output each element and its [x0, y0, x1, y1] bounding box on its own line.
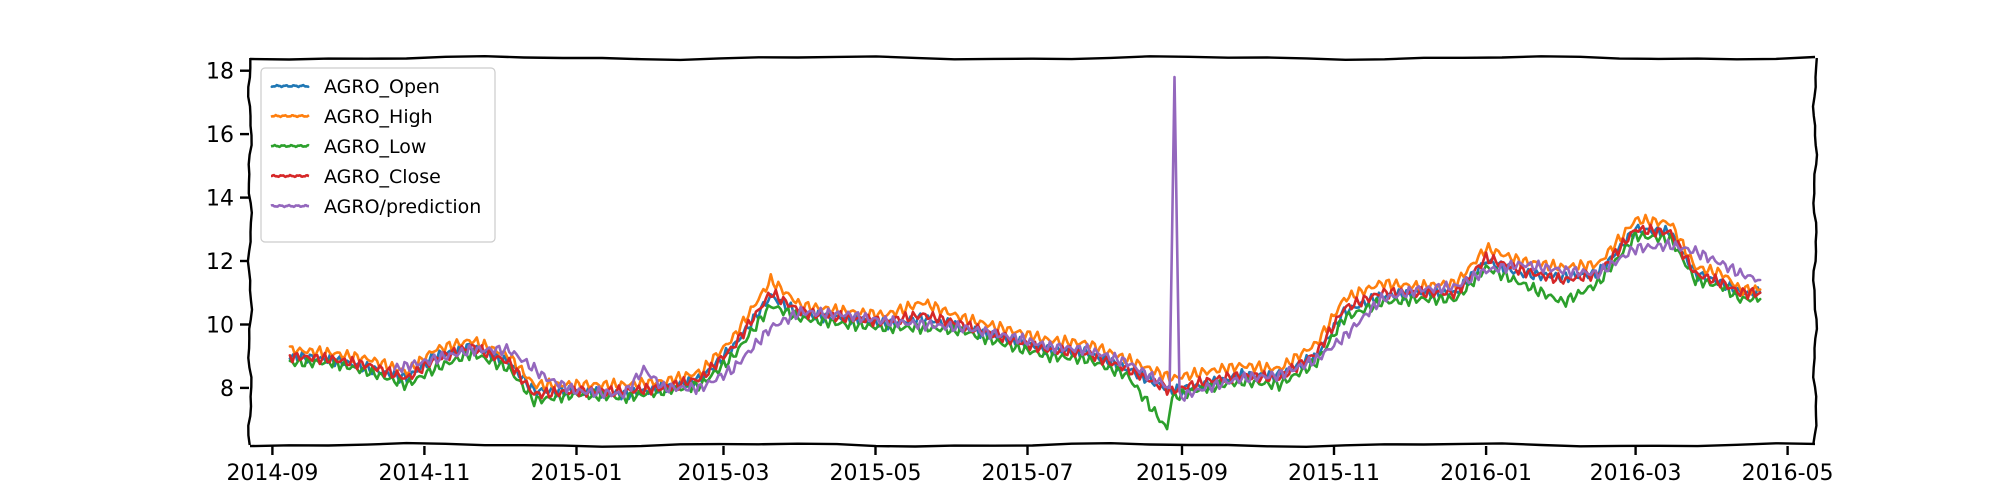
frame-top: [249, 54, 1816, 62]
legend-swatch: [270, 113, 310, 119]
legend-label: AGRO_Low: [324, 136, 426, 158]
legend: AGRO_Open AGRO_High AGRO_Low AGRO_Close AGRO…: [260, 67, 496, 243]
y-axis: 8 10 12 14 16 18: [206, 60, 249, 402]
y-tick-label: 10: [206, 314, 234, 339]
x-tick-label: 2016-01: [1440, 461, 1532, 486]
x-tick-label: 2014-11: [378, 461, 470, 486]
x-axis: 2014-09 2014-11 2015-01 2015-03 2015-05 2015-…: [226, 446, 1834, 486]
series-group: [288, 75, 1762, 431]
legend-swatch: [270, 83, 310, 89]
y-tick-label: 16: [206, 123, 234, 148]
x-tick-label: 2016-05: [1742, 461, 1834, 486]
y-tick-label: 18: [206, 60, 234, 85]
x-tick-label: 2014-09: [226, 461, 318, 486]
plot-frame: [246, 54, 1819, 449]
x-tick-label: 2015-03: [678, 461, 770, 486]
legend-box: [260, 67, 496, 243]
legend-swatch: [271, 173, 310, 179]
x-tick-label: 2015-01: [531, 461, 623, 486]
series-line-agro-low: [288, 230, 1762, 431]
frame-bottom: [249, 441, 1816, 449]
x-tick-label: 2015-11: [1288, 461, 1380, 486]
series-line-agro-close: [288, 223, 1762, 400]
frame-left: [246, 58, 254, 446]
y-tick-label: 14: [206, 187, 234, 212]
legend-label: AGRO_Close: [324, 166, 441, 188]
legend-label: AGRO_Open: [324, 76, 440, 98]
frame-right: [1811, 57, 1819, 446]
legend-swatch: [270, 143, 310, 149]
legend-label: AGRO_High: [324, 106, 433, 128]
series-line-agro-open: [288, 223, 1762, 401]
legend-swatch: [270, 203, 310, 209]
x-tick-label: 2015-09: [1136, 461, 1228, 486]
x-tick-label: 2016-03: [1590, 461, 1682, 486]
x-tick-label: 2015-05: [830, 461, 922, 486]
x-tick-label: 2015-07: [982, 461, 1074, 486]
legend-label: AGRO/prediction: [324, 196, 481, 218]
y-tick-label: 12: [206, 250, 234, 275]
series-line-agro-prediction: [393, 75, 1762, 402]
y-tick-label: 8: [220, 377, 234, 402]
